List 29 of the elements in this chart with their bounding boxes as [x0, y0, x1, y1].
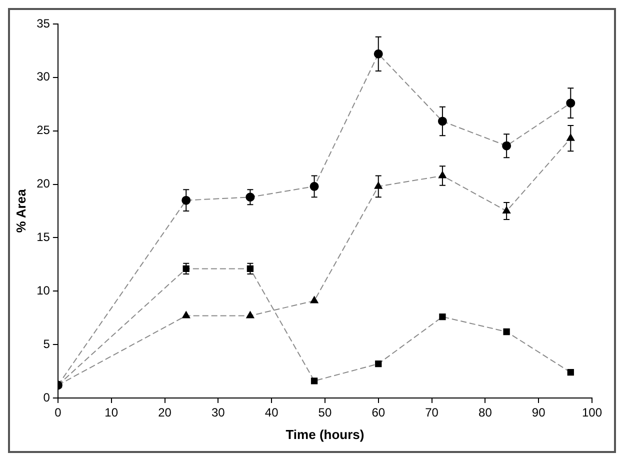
- y-tick-label: 30: [36, 70, 50, 84]
- x-tick-label: 100: [582, 406, 602, 420]
- point: [310, 378, 318, 384]
- x-tick-label: 70: [425, 406, 439, 420]
- point: [439, 313, 446, 320]
- point: [182, 311, 190, 318]
- y-tick-label: 25: [36, 123, 50, 138]
- x-tick-label: 50: [318, 406, 332, 420]
- point: [246, 311, 254, 318]
- point: [310, 296, 318, 304]
- y-tick-label: 5: [43, 336, 50, 351]
- y-tick-label: 35: [36, 16, 50, 30]
- y-tick-label: 20: [36, 176, 50, 191]
- x-tick-label: 10: [104, 406, 118, 420]
- x-tick-label: 60: [372, 406, 386, 420]
- x-tick-label: 40: [264, 406, 279, 420]
- x-tick-label: 30: [211, 406, 226, 420]
- point: [503, 328, 510, 336]
- y-tick-label: 10: [36, 283, 50, 298]
- point: [375, 360, 382, 368]
- x-tick-label: 90: [532, 406, 546, 420]
- x-axis-title: Time (hours): [286, 426, 364, 442]
- y-tick-label: 15: [36, 230, 50, 244]
- x-tick-label: 0: [54, 406, 62, 420]
- x-tick-label: 20: [158, 406, 172, 420]
- x-tick-label: 80: [478, 406, 492, 420]
- point: [567, 369, 574, 376]
- y-axis-title: % Area: [13, 188, 28, 233]
- y-tick-label: 0: [43, 390, 50, 404]
